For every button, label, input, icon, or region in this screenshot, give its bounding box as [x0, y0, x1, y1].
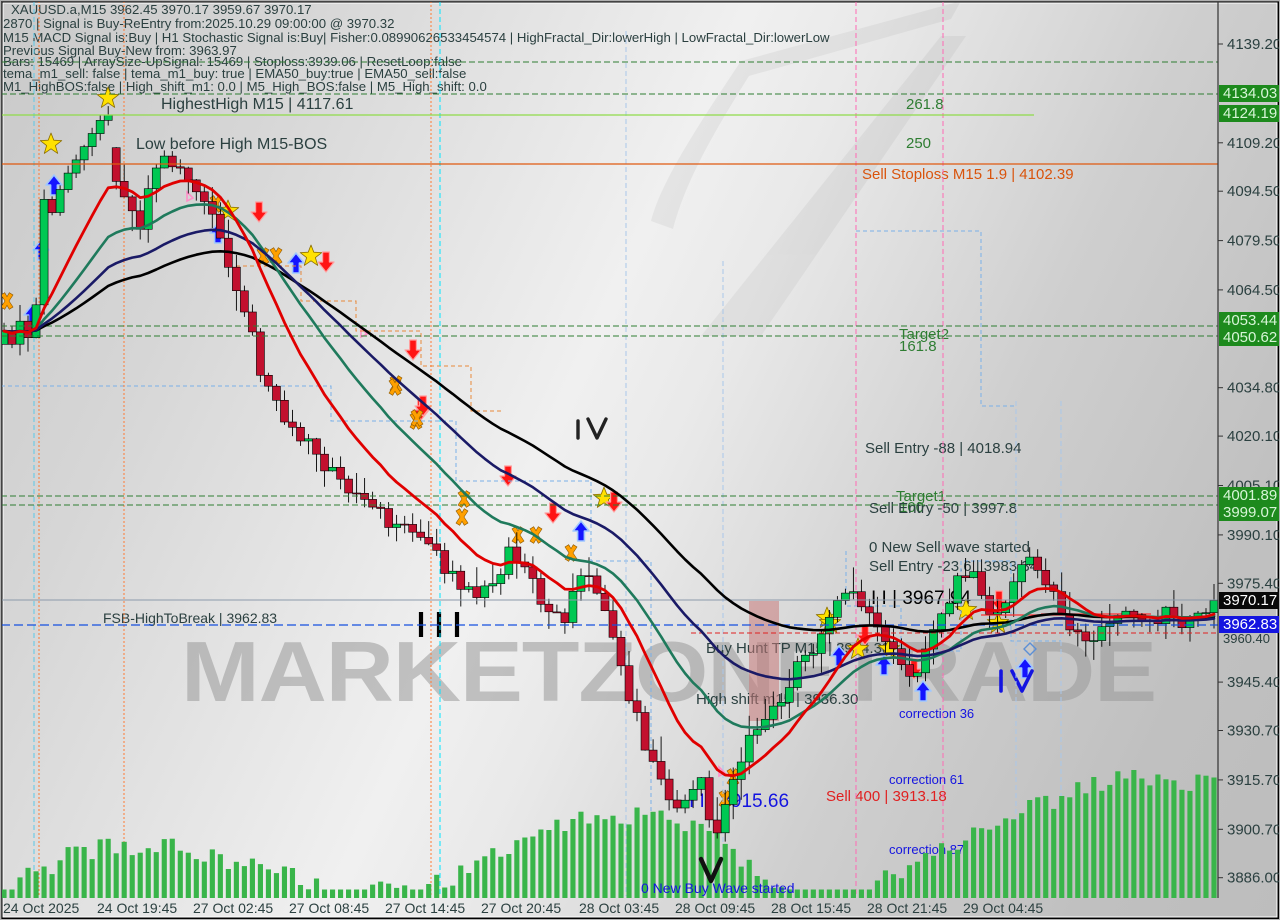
svg-text:correction 36: correction 36: [899, 706, 974, 721]
svg-text:HighestHigh M15 | 4117.61: HighestHigh M15 | 4117.61: [161, 96, 354, 113]
svg-text:3945.40: 3945.40: [1227, 674, 1280, 691]
svg-text:3915.70: 3915.70: [1227, 772, 1280, 789]
svg-text:2870 | Signal is Buy-ReEntry f: 2870 | Signal is Buy-ReEntry from:2025.1…: [3, 16, 394, 31]
svg-text:Sell 400 | 3913.18: Sell 400 | 3913.18: [826, 788, 947, 805]
svg-text:3900.70: 3900.70: [1227, 821, 1280, 838]
svg-text:Sell Entry -23.6 | 3983.34: Sell Entry -23.6 | 3983.34: [869, 558, 1038, 575]
svg-text:24 Oct 2025: 24 Oct 2025: [3, 900, 79, 916]
svg-text:M1_HighBOS:false | High_shift_: M1_HighBOS:false | High_shift_m1: 0.0 | …: [3, 79, 487, 94]
svg-text:FSB-HighToBreak | 3962.83: FSB-HighToBreak | 3962.83: [103, 610, 277, 626]
svg-text:28 Oct 09:45: 28 Oct 09:45: [675, 900, 755, 916]
svg-text:Sell Stoploss M15 1.9 | 4102.3: Sell Stoploss M15 1.9 | 4102.39: [862, 166, 1074, 183]
svg-text:XAUUSD.a,M15 3962.45 3970.17: XAUUSD.a,M15 3962.45 3970.17 3959.67 397…: [11, 2, 312, 17]
svg-text:28 Oct 03:45: 28 Oct 03:45: [579, 900, 659, 916]
svg-text:4001.89: 4001.89: [1223, 487, 1277, 504]
svg-text:4094.50: 4094.50: [1227, 183, 1280, 200]
svg-text:28 Oct 21:45: 28 Oct 21:45: [867, 900, 947, 916]
svg-text:3999.07: 3999.07: [1223, 504, 1277, 521]
svg-text:4050.62: 4050.62: [1223, 329, 1277, 346]
svg-text:4079.50: 4079.50: [1227, 233, 1280, 250]
svg-text:3930.70: 3930.70: [1227, 723, 1280, 740]
svg-text:3990.10: 3990.10: [1227, 527, 1280, 544]
svg-text:250: 250: [906, 135, 931, 152]
svg-text:3886.00: 3886.00: [1227, 870, 1280, 887]
svg-text:27 Oct 08:45: 27 Oct 08:45: [289, 900, 369, 916]
svg-text:161.8: 161.8: [899, 338, 937, 355]
svg-text:27 Oct 14:45: 27 Oct 14:45: [385, 900, 465, 916]
svg-text:4020.10: 4020.10: [1227, 428, 1280, 445]
svg-text:4053.44: 4053.44: [1223, 312, 1277, 329]
svg-text:0 New Buy Wave started: 0 New Buy Wave started: [641, 880, 795, 896]
svg-text:28 Oct 15:45: 28 Oct 15:45: [771, 900, 851, 916]
svg-text:correction 61: correction 61: [889, 772, 964, 787]
svg-text:27 Oct 02:45: 27 Oct 02:45: [193, 900, 273, 916]
svg-text:3970.17: 3970.17: [1223, 592, 1277, 609]
svg-text:4134.03: 4134.03: [1223, 85, 1277, 102]
svg-text:261.8: 261.8: [906, 96, 944, 113]
svg-text:0 New Sell wave started: 0 New Sell wave started: [869, 539, 1030, 556]
svg-text:4064.50: 4064.50: [1227, 282, 1280, 299]
svg-text:3960.40: 3960.40: [1223, 631, 1270, 646]
svg-text:27 Oct 20:45: 27 Oct 20:45: [481, 900, 561, 916]
svg-text:4109.20: 4109.20: [1227, 135, 1280, 152]
svg-text:4139.20: 4139.20: [1227, 36, 1280, 53]
svg-text:I I | 3915.66: I I | 3915.66: [689, 791, 789, 812]
svg-text:4034.80: 4034.80: [1227, 380, 1280, 397]
svg-text:4124.19: 4124.19: [1223, 105, 1277, 122]
svg-text:3975.40: 3975.40: [1227, 575, 1280, 592]
svg-text:24 Oct 19:45: 24 Oct 19:45: [97, 900, 177, 916]
svg-text:29 Oct 04:45: 29 Oct 04:45: [963, 900, 1043, 916]
